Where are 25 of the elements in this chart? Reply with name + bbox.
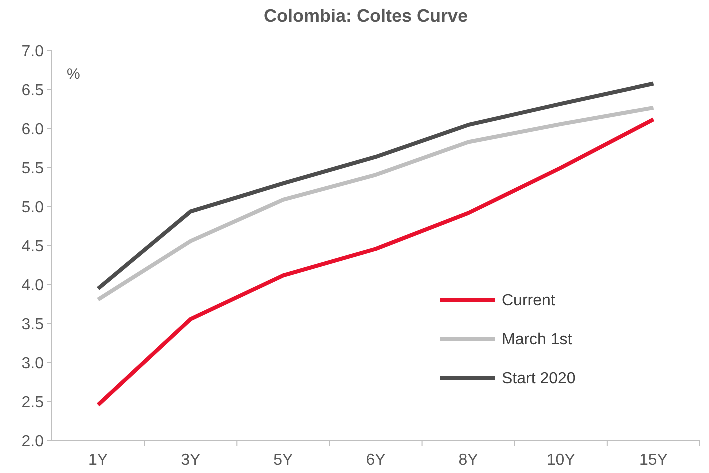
legend-label: Start 2020 [502, 370, 576, 388]
line-series [96, 118, 656, 408]
y-tick-label: 4.0 [22, 278, 44, 295]
y-tick-label: 2.5 [22, 394, 44, 412]
x-tick-label: 3Y [181, 452, 201, 469]
x-tick-label: 15Y [639, 452, 668, 469]
x-tick-label: 1Y [88, 452, 108, 469]
y-tick-label: 7.0 [22, 44, 44, 61]
y-tick-label: 4.5 [22, 238, 44, 256]
x-tick-label: 8Y [458, 452, 479, 469]
x-tick-label: 5Y [274, 452, 294, 469]
y-tick-label: 6.0 [22, 122, 44, 139]
x-tick-label: 10Y [546, 452, 576, 469]
y-tick-label: 5.5 [22, 160, 44, 178]
y-tick-label: 3.5 [22, 316, 44, 334]
y-tick-label: 5.0 [22, 200, 44, 217]
legend-label: Current [502, 292, 556, 310]
legend-label: March 1st [502, 332, 573, 349]
y-tick-label: 3.0 [22, 356, 44, 373]
chart-title: Colombia: Coltes Curve [264, 6, 468, 26]
y-tick-label: 6.5 [22, 82, 44, 100]
y-axis-title: % [67, 66, 80, 83]
x-tick-label: 6Y [366, 452, 386, 469]
y-tick-label: 2.0 [22, 434, 44, 451]
line-series [96, 82, 656, 291]
